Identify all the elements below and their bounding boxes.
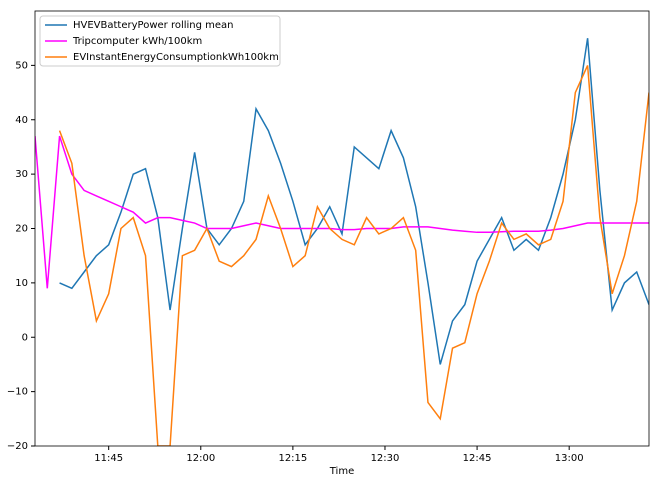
y-tick-label: 30 xyxy=(15,169,28,180)
x-axis-label: Time xyxy=(329,466,354,477)
series-line xyxy=(35,135,649,289)
legend-box xyxy=(39,15,281,67)
y-tick-label: 40 xyxy=(15,115,28,126)
y-tick-label: 20 xyxy=(15,224,28,235)
x-tick-label: 12:15 xyxy=(278,453,307,464)
x-tick-label: 12:00 xyxy=(186,453,215,464)
x-tick-label: 11:45 xyxy=(94,453,123,464)
series-line xyxy=(58,65,649,446)
x-tick-label: 12:30 xyxy=(371,453,400,464)
x-tick-label: 12:45 xyxy=(463,453,492,464)
y-tick-label: −10 xyxy=(7,387,28,398)
y-tick-label: 0 xyxy=(22,332,28,343)
legend-label: Tripcomputer kWh/100km xyxy=(72,36,202,47)
x-tick-label: 13:00 xyxy=(555,453,584,464)
y-tick-label: 50 xyxy=(15,60,28,71)
legend-label: EVInstantEnergyConsumptionkWh100km xyxy=(73,52,279,63)
y-tick-label: 10 xyxy=(15,278,28,289)
legend-label: HVEVBatteryPower rolling mean xyxy=(73,20,234,31)
y-tick-label: −20 xyxy=(7,441,28,452)
plot-frame xyxy=(34,10,650,447)
